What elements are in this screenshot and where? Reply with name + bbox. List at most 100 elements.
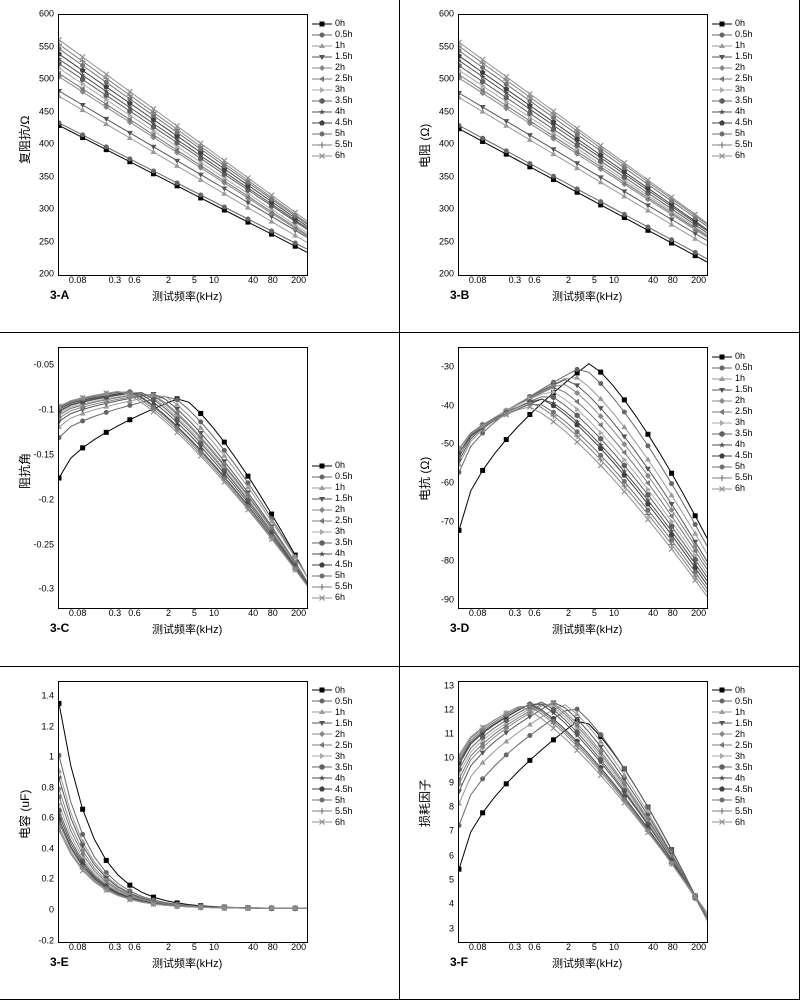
legend-item: 6h bbox=[312, 150, 353, 161]
legend-label: 3.5h bbox=[335, 762, 353, 773]
x-tick: 0.6 bbox=[128, 943, 141, 952]
legend-item: 2h bbox=[712, 729, 753, 740]
legend-item: 1h bbox=[712, 373, 753, 384]
legend-item: 5.5h bbox=[712, 472, 753, 483]
y-tick: 10 bbox=[424, 754, 454, 763]
legend-label: 4h bbox=[735, 773, 745, 784]
legend-item: 3.5h bbox=[312, 95, 353, 106]
legend-item: 2.5h bbox=[312, 73, 353, 84]
x-tick: 200 bbox=[691, 943, 706, 952]
panel-tag: 3-F bbox=[450, 955, 468, 969]
x-tick: 40 bbox=[248, 609, 258, 618]
x-tick: 10 bbox=[609, 276, 619, 285]
legend-label: 3h bbox=[735, 417, 745, 428]
plot-area bbox=[458, 681, 708, 943]
x-tick: 0.08 bbox=[469, 276, 487, 285]
legend-label: 1.5h bbox=[735, 384, 753, 395]
legend-item: 2h bbox=[312, 62, 353, 73]
y-tick: 1.4 bbox=[24, 691, 54, 700]
y-tick: 1 bbox=[24, 753, 54, 762]
legend-item: 5.5h bbox=[312, 806, 353, 817]
legend-label: 3h bbox=[335, 84, 345, 95]
legend-label: 1.5h bbox=[335, 493, 353, 504]
x-tick: 0.3 bbox=[109, 943, 122, 952]
legend-label: 5h bbox=[335, 570, 345, 581]
legend-label: 4.5h bbox=[335, 784, 353, 795]
y-tick: -80 bbox=[424, 556, 454, 565]
legend-item: 4.5h bbox=[312, 784, 353, 795]
y-tick: 550 bbox=[24, 42, 54, 51]
legend-label: 1h bbox=[335, 482, 345, 493]
x-tick: 5 bbox=[592, 276, 597, 285]
legend: 0h0.5h1h1.5h2h2.5h3h3.5h4h4.5h5h5.5h6h bbox=[312, 18, 353, 161]
panel-tag: 3-A bbox=[50, 288, 69, 302]
y-tick: 3 bbox=[424, 924, 454, 933]
y-tick: 500 bbox=[24, 75, 54, 84]
panel-tag: 3-C bbox=[50, 621, 69, 635]
legend-label: 4h bbox=[735, 106, 745, 117]
legend-item: 5h bbox=[712, 795, 753, 806]
legend-item: 0h bbox=[712, 351, 753, 362]
legend-item: 0.5h bbox=[712, 29, 753, 40]
y-axis-label: 电容 (uF) bbox=[16, 789, 33, 838]
x-tick: 0.08 bbox=[69, 609, 87, 618]
legend-label: 5h bbox=[335, 128, 345, 139]
y-tick: -0.2 bbox=[24, 495, 54, 504]
x-tick: 2 bbox=[566, 943, 571, 952]
x-tick: 0.3 bbox=[109, 276, 122, 285]
legend-label: 1h bbox=[335, 707, 345, 718]
y-tick: -90 bbox=[424, 595, 454, 604]
legend-item: 2.5h bbox=[312, 740, 353, 751]
legend-item: 1h bbox=[712, 40, 753, 51]
legend-item: 2.5h bbox=[312, 515, 353, 526]
legend-item: 4h bbox=[312, 548, 353, 559]
legend-label: 5.5h bbox=[735, 472, 753, 483]
legend-label: 2h bbox=[735, 62, 745, 73]
legend-item: 0h bbox=[312, 685, 353, 696]
x-tick: 200 bbox=[291, 609, 306, 618]
y-tick: -0.2 bbox=[24, 936, 54, 945]
legend-label: 5.5h bbox=[335, 139, 353, 150]
legend-item: 5h bbox=[712, 461, 753, 472]
legend: 0h0.5h1h1.5h2h2.5h3h3.5h4h4.5h5h5.5h6h bbox=[312, 685, 353, 828]
legend-label: 5h bbox=[735, 461, 745, 472]
legend-item: 3.5h bbox=[712, 762, 753, 773]
y-tick: 5 bbox=[424, 875, 454, 884]
legend-label: 6h bbox=[735, 483, 745, 494]
x-tick: 40 bbox=[248, 943, 258, 952]
plot-area bbox=[58, 681, 308, 943]
legend-item: 2h bbox=[312, 729, 353, 740]
x-tick: 40 bbox=[248, 276, 258, 285]
legend-item: 3.5h bbox=[712, 428, 753, 439]
legend-label: 2h bbox=[735, 729, 745, 740]
legend-label: 5h bbox=[335, 795, 345, 806]
plot-area bbox=[58, 14, 308, 276]
legend-label: 4.5h bbox=[335, 117, 353, 128]
x-axis-label: 测试频率(kHz) bbox=[552, 621, 622, 637]
x-axis-label: 测试频率(kHz) bbox=[152, 955, 222, 971]
legend-item: 1h bbox=[312, 707, 353, 718]
y-tick: 450 bbox=[24, 107, 54, 116]
x-tick: 2 bbox=[566, 609, 571, 618]
legend-item: 4.5h bbox=[312, 559, 353, 570]
legend-item: 5.5h bbox=[712, 806, 753, 817]
legend-label: 0.5h bbox=[335, 471, 353, 482]
y-tick: -0.3 bbox=[24, 585, 54, 594]
legend-label: 3.5h bbox=[735, 95, 753, 106]
legend-label: 4.5h bbox=[735, 450, 753, 461]
legend-item: 0h bbox=[712, 18, 753, 29]
legend-item: 5h bbox=[312, 128, 353, 139]
legend-item: 3.5h bbox=[312, 537, 353, 548]
legend-item: 3h bbox=[312, 751, 353, 762]
legend-label: 0.5h bbox=[735, 29, 753, 40]
legend-item: 2h bbox=[312, 504, 353, 515]
legend-label: 0.5h bbox=[735, 362, 753, 373]
legend-item: 0.5h bbox=[712, 362, 753, 373]
legend-item: 0.5h bbox=[312, 696, 353, 707]
x-axis-label: 测试频率(kHz) bbox=[552, 955, 622, 971]
legend-label: 5.5h bbox=[335, 581, 353, 592]
legend-label: 5.5h bbox=[335, 806, 353, 817]
legend-label: 3h bbox=[335, 751, 345, 762]
legend-label: 2.5h bbox=[335, 515, 353, 526]
legend-label: 1h bbox=[335, 40, 345, 51]
